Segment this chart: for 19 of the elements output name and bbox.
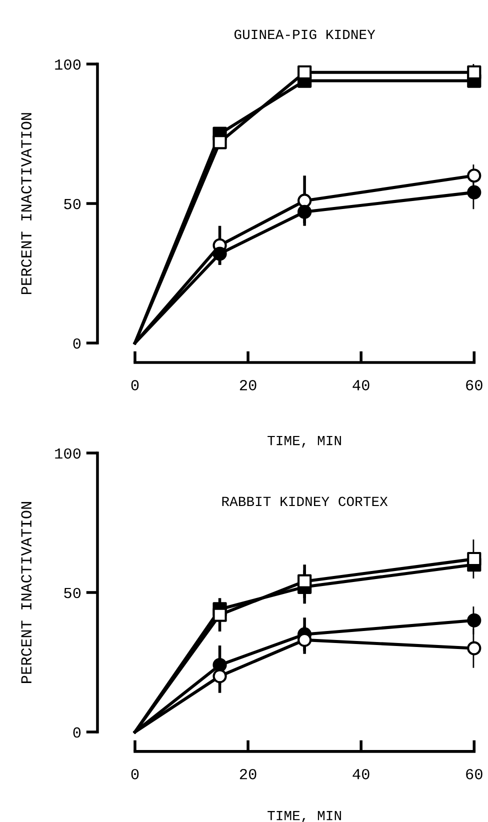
y-tick-label: 0 xyxy=(73,727,81,738)
y-tick-label: 100 xyxy=(55,59,81,70)
x-tick-label: 60 xyxy=(466,380,482,390)
x-tick-label: 40 xyxy=(352,380,370,390)
x-tick-label: 20 xyxy=(240,768,256,780)
x-tick-label: 0 xyxy=(131,768,139,780)
x-tick-label: 20 xyxy=(240,380,256,390)
y-tick-label: 50 xyxy=(64,588,81,598)
x-axis-title: TIME, MIN xyxy=(268,436,341,448)
x-tick-label: 60 xyxy=(466,768,482,780)
chart-title: GUINEA-PIG KIDNEY xyxy=(234,30,376,40)
text: RABBIT KIDNEY CORTEX xyxy=(222,496,388,506)
y-tick-label: 50 xyxy=(64,198,81,210)
x-tick-label: 0 xyxy=(131,380,139,390)
y-axis-title: PERCENT INACTIVATION xyxy=(21,502,32,683)
x-tick-label: 40 xyxy=(352,768,370,780)
y-tick-label: 0 xyxy=(73,338,81,349)
y-tick-label: 100 xyxy=(55,448,81,459)
y-axis-title: PERCENT INACTIVATION xyxy=(21,113,32,294)
